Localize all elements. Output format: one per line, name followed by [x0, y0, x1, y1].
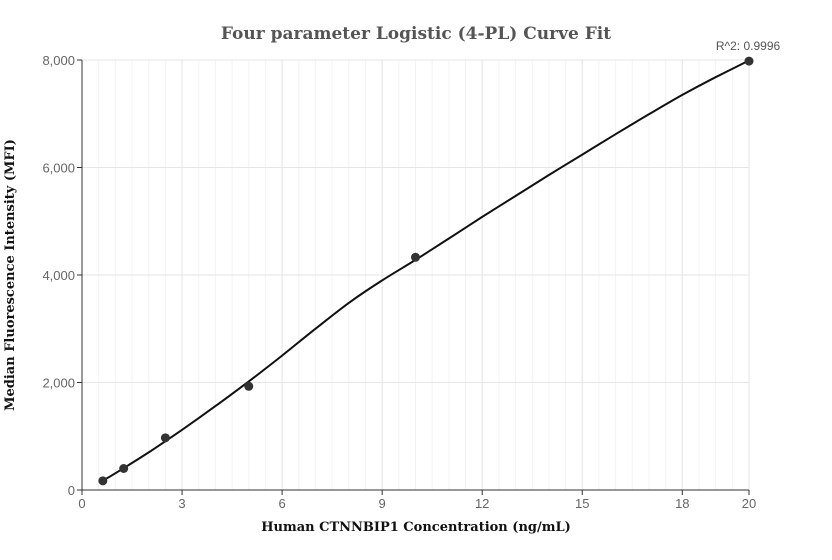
y-tick-label: 0 — [68, 483, 75, 498]
y-tick-label: 2,000 — [42, 376, 75, 391]
y-tick-label: 4,000 — [42, 268, 75, 283]
data-point — [244, 381, 254, 391]
data-point — [160, 433, 170, 443]
y-axis-label: Median Fluorescence Intensity (MFI) — [3, 139, 18, 411]
data-point — [744, 56, 754, 66]
x-tick-label: 15 — [575, 496, 589, 511]
series — [98, 56, 754, 486]
r-squared-annotation: R^2: 0.9996 — [716, 39, 781, 53]
x-tick-label: 12 — [475, 496, 489, 511]
x-tick-label: 20 — [742, 496, 756, 511]
y-tick-label: 8,000 — [42, 53, 75, 68]
data-point — [411, 252, 420, 262]
x-axis-label: Human CTNNBIP1 Concentration (ng/mL) — [261, 520, 571, 535]
x-tick-label: 0 — [78, 496, 85, 511]
data-point — [119, 464, 129, 473]
chart-title: Four parameter Logistic (4-PL) Curve Fit — [221, 24, 611, 44]
grid — [82, 59, 750, 490]
x-tick-label: 18 — [675, 496, 689, 511]
x-axis-ticks: 0 3 6 9 12 15 18 20 — [78, 490, 756, 511]
y-axis-ticks: 0 2,000 4,000 6,000 8,000 — [42, 53, 82, 498]
x-tick-label: 9 — [379, 496, 386, 511]
x-tick-label: 3 — [178, 496, 185, 511]
x-tick-label: 6 — [278, 496, 285, 511]
data-point — [98, 476, 108, 486]
fit-curve — [102, 59, 750, 482]
y-tick-label: 6,000 — [42, 161, 75, 176]
